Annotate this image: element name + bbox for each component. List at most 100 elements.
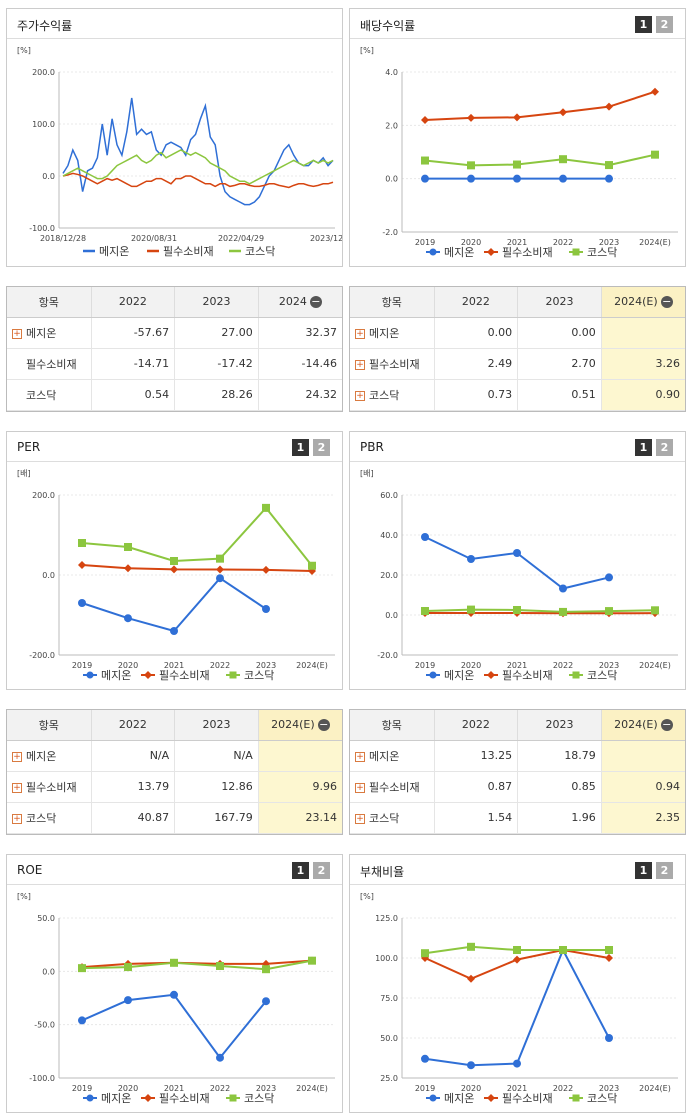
debt-ratio-chart: [%] 125.0 100.0 75.0 50.0 25.0 2019 2020 2021 202… <box>360 892 678 1105</box>
y-tick-label: 200.0 <box>32 68 55 77</box>
legend-marker <box>572 248 580 256</box>
data-point <box>513 955 521 964</box>
data-point <box>308 561 316 570</box>
table-row: + 코스닥 0.73 0.51 0.90 <box>350 379 685 411</box>
table-cell: 23.14 <box>258 802 342 834</box>
row-name: 코스닥 <box>7 379 92 411</box>
header-label: 항목 <box>381 295 402 309</box>
page-1-button[interactable]: 1 <box>635 439 652 456</box>
x-tick-label: 2019 <box>415 238 435 247</box>
data-point <box>170 557 178 565</box>
data-point <box>216 565 224 574</box>
data-point <box>513 606 521 614</box>
table-cell: -57.67 <box>91 317 176 349</box>
table-cell <box>258 740 342 772</box>
legend-label: 메지온 <box>444 246 474 259</box>
data-point <box>124 963 132 972</box>
data-point <box>559 174 567 183</box>
unit-label: [%] <box>360 46 374 55</box>
table-cell: 2.70 <box>517 348 602 380</box>
data-point <box>216 554 224 563</box>
series-line <box>81 993 267 1060</box>
data-point <box>78 1016 86 1025</box>
table-cell: 0.54 <box>91 379 176 411</box>
expand-icon[interactable]: + <box>12 751 22 762</box>
y-tick-label: -100.0 <box>29 1074 55 1083</box>
legend-label: 메지온 <box>444 1092 474 1105</box>
expand-icon[interactable]: + <box>355 782 365 793</box>
y-tick-label: 200.0 <box>32 491 55 500</box>
page-1-button[interactable]: 1 <box>292 862 309 879</box>
y-tick-label: 2.0 <box>385 121 398 130</box>
y-tick-label: 0.0 <box>42 172 55 181</box>
x-tick-label: 2022 <box>553 661 573 670</box>
table-row: + 메지온 13.25 18.79 <box>350 740 685 772</box>
row-label: 코스닥 <box>26 811 57 825</box>
page-2-button[interactable]: 2 <box>313 862 330 879</box>
header-label: 2023 <box>545 295 574 309</box>
page-1-button[interactable]: 1 <box>292 439 309 456</box>
data-point <box>513 113 521 122</box>
header-label: 2024(E) <box>614 718 658 732</box>
page-1-button[interactable]: 1 <box>635 16 652 33</box>
expand-icon[interactable]: + <box>12 782 22 793</box>
collapse-icon[interactable]: − <box>660 718 673 732</box>
page-1-button[interactable]: 1 <box>635 862 652 879</box>
row-name: + 필수소비재 <box>350 348 435 380</box>
table-cell: 0.94 <box>601 771 685 803</box>
expand-icon[interactable]: + <box>355 813 365 824</box>
data-point <box>262 959 270 968</box>
legend-label: 메지온 <box>101 669 131 682</box>
table-cell: -14.46 <box>258 348 342 380</box>
y-tick-label: 50.0 <box>380 1034 398 1043</box>
header-label: 2023 <box>202 295 231 309</box>
y-tick-label: 60.0 <box>380 491 398 500</box>
collapse-icon[interactable]: − <box>309 295 322 309</box>
legend-label: 메지온 <box>99 245 129 258</box>
series-line <box>81 959 313 969</box>
series-line <box>62 149 334 185</box>
table-cell: 13.79 <box>91 771 176 803</box>
expand-icon[interactable]: + <box>12 813 22 824</box>
data-point <box>78 561 86 569</box>
data-point <box>605 102 613 111</box>
data-point <box>421 949 429 958</box>
panel-title: 부채비율 <box>360 865 405 879</box>
roe-chart: [%] 50.0 0.0 -50.0 -100.0 2019 2020 2021 2022 202… <box>17 892 335 1105</box>
data-point <box>559 155 567 164</box>
header-label: 2024(E) <box>614 295 658 309</box>
row-label: 코스닥 <box>26 388 57 402</box>
row-name: + 메지온 <box>350 317 435 349</box>
y-tick-label: -200.0 <box>29 651 55 660</box>
table-cell: 0.51 <box>517 379 602 411</box>
header-label: 2022 <box>461 295 490 309</box>
page-2-button[interactable]: 2 <box>313 439 330 456</box>
data-point <box>262 565 270 574</box>
page-2-button[interactable]: 2 <box>656 439 673 456</box>
expand-icon[interactable]: + <box>355 751 365 762</box>
x-tick-label: 2018/12/28 <box>40 234 86 243</box>
header-label: 2024 <box>278 295 307 309</box>
unit-label: [%] <box>17 892 31 901</box>
expand-icon[interactable]: + <box>12 328 22 339</box>
page-2-button[interactable]: 2 <box>656 862 673 879</box>
series-line <box>62 97 334 206</box>
page-2-button[interactable]: 2 <box>656 16 673 33</box>
x-tick-label: 2020 <box>118 1084 138 1093</box>
table-cell: 27.00 <box>174 317 259 349</box>
collapse-icon[interactable]: − <box>317 718 330 732</box>
table-cell: 12.86 <box>174 771 259 803</box>
row-label: 메지온 <box>369 749 400 763</box>
data-point <box>605 946 613 954</box>
expand-icon[interactable]: + <box>355 328 365 339</box>
expand-icon[interactable]: + <box>355 359 365 370</box>
x-tick-label: 2021 <box>164 1084 184 1093</box>
data-point <box>124 996 132 1005</box>
collapse-icon[interactable]: − <box>660 295 673 309</box>
data-point <box>421 174 429 183</box>
expand-icon[interactable]: + <box>355 390 365 401</box>
legend-label: 코스닥 <box>244 1092 274 1105</box>
